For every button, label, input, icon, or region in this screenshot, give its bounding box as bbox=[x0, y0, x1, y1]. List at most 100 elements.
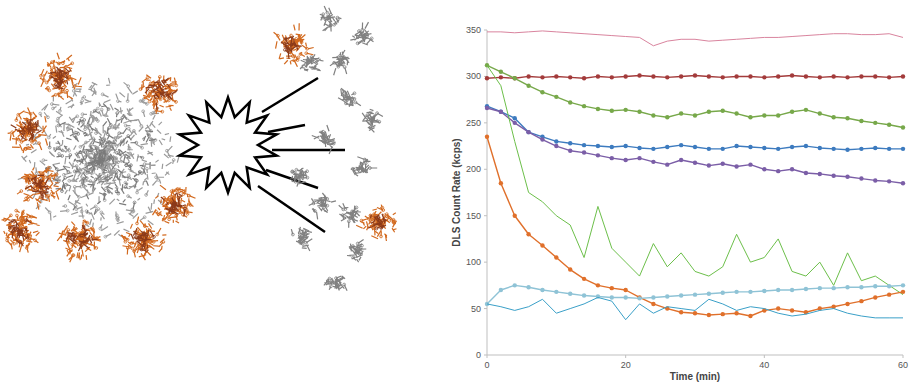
atom bbox=[82, 178, 85, 181]
bond bbox=[146, 130, 153, 132]
atom bbox=[135, 141, 138, 144]
atom bbox=[76, 115, 79, 118]
bond bbox=[59, 96, 64, 100]
bond bbox=[118, 165, 119, 168]
bond bbox=[146, 211, 154, 213]
bond bbox=[159, 249, 161, 252]
atom bbox=[57, 62, 60, 65]
bond bbox=[67, 175, 73, 177]
atom bbox=[90, 148, 93, 151]
atom bbox=[132, 210, 135, 213]
bond bbox=[84, 134, 87, 136]
atom bbox=[143, 163, 146, 166]
atom bbox=[188, 194, 191, 197]
bond bbox=[70, 235, 75, 237]
bond bbox=[123, 128, 127, 134]
atom bbox=[142, 110, 145, 113]
bond bbox=[63, 65, 66, 68]
atom bbox=[93, 118, 96, 121]
bond bbox=[19, 130, 21, 133]
bond bbox=[123, 199, 126, 202]
bond bbox=[162, 88, 166, 89]
bond bbox=[57, 53, 59, 59]
bond bbox=[134, 131, 137, 135]
bond bbox=[25, 186, 32, 189]
bond bbox=[147, 245, 148, 249]
bond bbox=[16, 137, 17, 144]
atom bbox=[56, 120, 59, 123]
bond bbox=[22, 156, 27, 162]
bond bbox=[41, 199, 48, 201]
atom bbox=[109, 123, 112, 126]
bond bbox=[130, 142, 136, 143]
bond bbox=[24, 147, 29, 149]
atom bbox=[155, 176, 158, 179]
bond bbox=[99, 103, 101, 107]
bond bbox=[127, 149, 132, 150]
bond bbox=[53, 216, 56, 218]
bond bbox=[80, 117, 83, 118]
bond bbox=[162, 139, 166, 140]
bond bbox=[152, 172, 156, 174]
atom bbox=[83, 96, 86, 99]
atom bbox=[127, 174, 130, 177]
bond bbox=[144, 223, 145, 227]
bond bbox=[57, 235, 62, 241]
atom bbox=[28, 125, 31, 128]
bond bbox=[159, 122, 162, 125]
bond bbox=[71, 79, 73, 83]
bond bbox=[89, 239, 92, 243]
bond bbox=[69, 255, 74, 260]
atom bbox=[44, 176, 47, 179]
atom bbox=[86, 221, 89, 224]
atom bbox=[75, 165, 78, 168]
bond bbox=[30, 119, 33, 121]
bond bbox=[69, 162, 72, 167]
atom bbox=[134, 179, 137, 182]
bond bbox=[157, 130, 161, 134]
protein bbox=[57, 220, 101, 262]
atom bbox=[136, 222, 139, 225]
atom bbox=[38, 142, 41, 145]
atom bbox=[127, 135, 130, 138]
bond bbox=[78, 169, 82, 170]
bond bbox=[64, 158, 66, 165]
atom bbox=[100, 108, 103, 111]
protein-dark bbox=[145, 78, 177, 110]
atom bbox=[100, 142, 103, 145]
atom bbox=[86, 125, 89, 128]
bond bbox=[67, 129, 72, 131]
bond bbox=[79, 215, 85, 216]
atom bbox=[127, 127, 130, 130]
bond bbox=[164, 154, 169, 158]
bond bbox=[90, 219, 92, 225]
bond bbox=[120, 156, 122, 159]
bond bbox=[38, 175, 44, 176]
bond bbox=[45, 167, 50, 169]
bond bbox=[134, 242, 136, 248]
bond bbox=[101, 105, 106, 107]
bond bbox=[54, 67, 56, 70]
atom bbox=[117, 219, 120, 222]
atom bbox=[143, 244, 146, 247]
atom bbox=[82, 121, 85, 124]
bond bbox=[137, 227, 141, 232]
illustration bbox=[2, 6, 397, 291]
bond bbox=[56, 192, 59, 199]
atom bbox=[62, 79, 65, 82]
atom bbox=[128, 152, 131, 155]
atom bbox=[158, 76, 161, 79]
bond bbox=[26, 178, 27, 183]
bond bbox=[38, 179, 41, 182]
bond bbox=[77, 128, 81, 131]
atom bbox=[139, 100, 142, 103]
atom bbox=[84, 170, 87, 173]
bond bbox=[75, 199, 79, 203]
bond bbox=[29, 137, 32, 142]
bond bbox=[42, 105, 47, 110]
bond bbox=[103, 121, 107, 126]
bond bbox=[44, 71, 47, 76]
bond bbox=[54, 80, 60, 83]
atom bbox=[133, 201, 136, 204]
atom bbox=[58, 153, 61, 156]
